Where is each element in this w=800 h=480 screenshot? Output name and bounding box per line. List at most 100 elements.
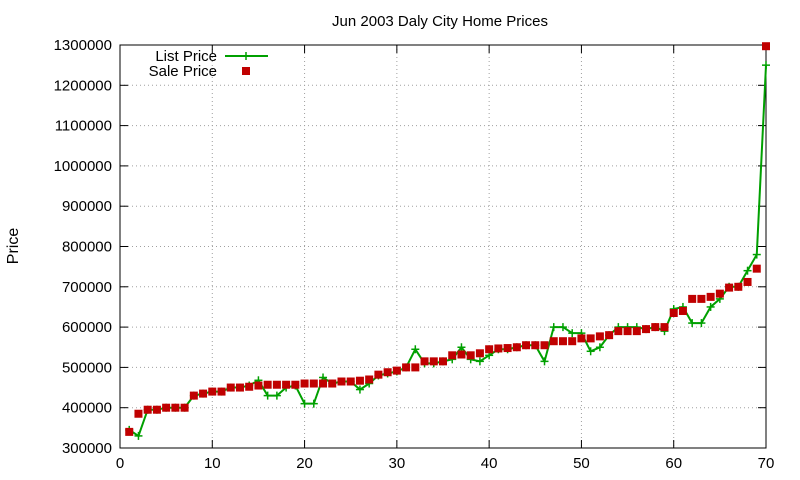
point-sale-price xyxy=(346,377,355,386)
point-sale-price xyxy=(494,344,503,353)
point-sale-price xyxy=(475,349,484,358)
point-sale-price xyxy=(180,403,189,412)
y-tick-label: 900000 xyxy=(62,198,112,215)
y-tick-label: 1300000 xyxy=(54,37,112,54)
y-axis-label: Price xyxy=(5,228,22,265)
point-sale-price xyxy=(402,363,411,372)
point-sale-price xyxy=(365,375,374,384)
point-sale-price xyxy=(485,345,494,354)
point-sale-price xyxy=(328,379,337,388)
legend-label-list-price: List Price xyxy=(155,48,217,65)
point-sale-price xyxy=(189,391,198,400)
point-sale-price xyxy=(651,323,660,332)
point-list-price xyxy=(457,343,466,352)
point-sale-price xyxy=(642,325,651,334)
point-sale-price xyxy=(448,351,457,360)
point-sale-price xyxy=(503,344,512,353)
point-sale-price xyxy=(392,366,401,375)
point-sale-price xyxy=(605,331,614,340)
point-sale-price xyxy=(300,379,309,388)
point-list-price xyxy=(355,385,364,394)
point-sale-price xyxy=(143,405,152,414)
point-sale-price xyxy=(337,377,346,386)
point-sale-price xyxy=(558,337,567,346)
y-tick-label: 1200000 xyxy=(54,77,112,94)
point-sale-price xyxy=(725,283,734,292)
point-list-price xyxy=(688,319,697,328)
grid-lines xyxy=(120,45,766,448)
series-layer xyxy=(125,42,770,440)
point-sale-price xyxy=(282,380,291,389)
legend-label-sale-price: Sale Price xyxy=(149,63,217,80)
point-sale-price xyxy=(217,387,226,396)
y-tick-label: 300000 xyxy=(62,440,112,457)
point-list-price xyxy=(549,323,558,332)
point-list-price xyxy=(411,345,420,354)
legend: List Price Sale Price xyxy=(149,48,268,80)
axis-ticks: 300000 400000 500000 600000 700000 800000 9000… xyxy=(54,37,775,472)
point-sale-price xyxy=(669,308,678,317)
point-list-price xyxy=(568,329,577,338)
y-tick-label: 500000 xyxy=(62,359,112,376)
point-sale-price xyxy=(125,427,134,436)
point-sale-price xyxy=(309,379,318,388)
point-sale-price xyxy=(632,327,641,336)
point-list-price xyxy=(300,399,309,408)
point-sale-price xyxy=(715,289,724,298)
point-sale-price xyxy=(420,357,429,366)
point-sale-price xyxy=(614,327,623,336)
point-sale-price xyxy=(549,337,558,346)
point-sale-price xyxy=(152,405,161,414)
y-tick-label: 600000 xyxy=(62,319,112,336)
point-list-price xyxy=(540,357,549,366)
x-tick-label: 40 xyxy=(481,455,498,472)
point-sale-price xyxy=(540,341,549,350)
series-line-list-price xyxy=(128,65,767,438)
chart-title: Jun 2003 Daly City Home Prices xyxy=(332,13,548,30)
point-list-price xyxy=(263,391,272,400)
point-sale-price xyxy=(439,357,447,366)
point-sale-price xyxy=(697,294,706,303)
point-sale-price xyxy=(577,334,586,343)
point-sale-price xyxy=(512,343,521,352)
point-sale-price xyxy=(743,277,752,286)
point-sale-price xyxy=(678,306,687,315)
point-sale-price xyxy=(208,387,217,396)
point-sale-price xyxy=(245,382,254,391)
y-tick-label: 700000 xyxy=(62,279,112,296)
point-list-price xyxy=(595,343,604,352)
y-tick-label: 1100000 xyxy=(55,118,112,135)
point-sale-price xyxy=(752,264,761,273)
point-sale-price xyxy=(688,294,697,303)
legend-marker-sale-price xyxy=(242,67,250,75)
point-sale-price xyxy=(466,351,475,360)
point-sale-price xyxy=(162,403,171,412)
point-list-price xyxy=(752,250,761,259)
point-list-price xyxy=(272,391,281,400)
x-tick-label: 50 xyxy=(573,455,590,472)
point-sale-price xyxy=(254,381,263,390)
point-list-price xyxy=(706,302,715,311)
point-sale-price xyxy=(734,282,743,291)
point-list-price xyxy=(134,431,143,440)
point-list-price xyxy=(475,357,484,366)
point-sale-price xyxy=(623,327,632,336)
y-tick-label: 400000 xyxy=(62,400,112,417)
x-tick-label: 10 xyxy=(204,455,221,472)
point-sale-price xyxy=(263,380,272,389)
x-tick-label: 20 xyxy=(296,455,313,472)
point-list-price xyxy=(309,399,318,408)
point-sale-price xyxy=(226,383,235,392)
x-tick-label: 0 xyxy=(116,455,124,472)
point-list-price xyxy=(762,61,770,70)
x-tick-label: 30 xyxy=(389,455,406,472)
point-list-price xyxy=(697,319,706,328)
x-tick-label: 70 xyxy=(758,455,775,472)
y-tick-label: 800000 xyxy=(62,239,112,256)
point-sale-price xyxy=(383,368,392,377)
point-sale-price xyxy=(522,341,531,350)
point-list-price xyxy=(586,347,595,356)
x-tick-label: 60 xyxy=(665,455,682,472)
point-sale-price xyxy=(429,357,438,366)
